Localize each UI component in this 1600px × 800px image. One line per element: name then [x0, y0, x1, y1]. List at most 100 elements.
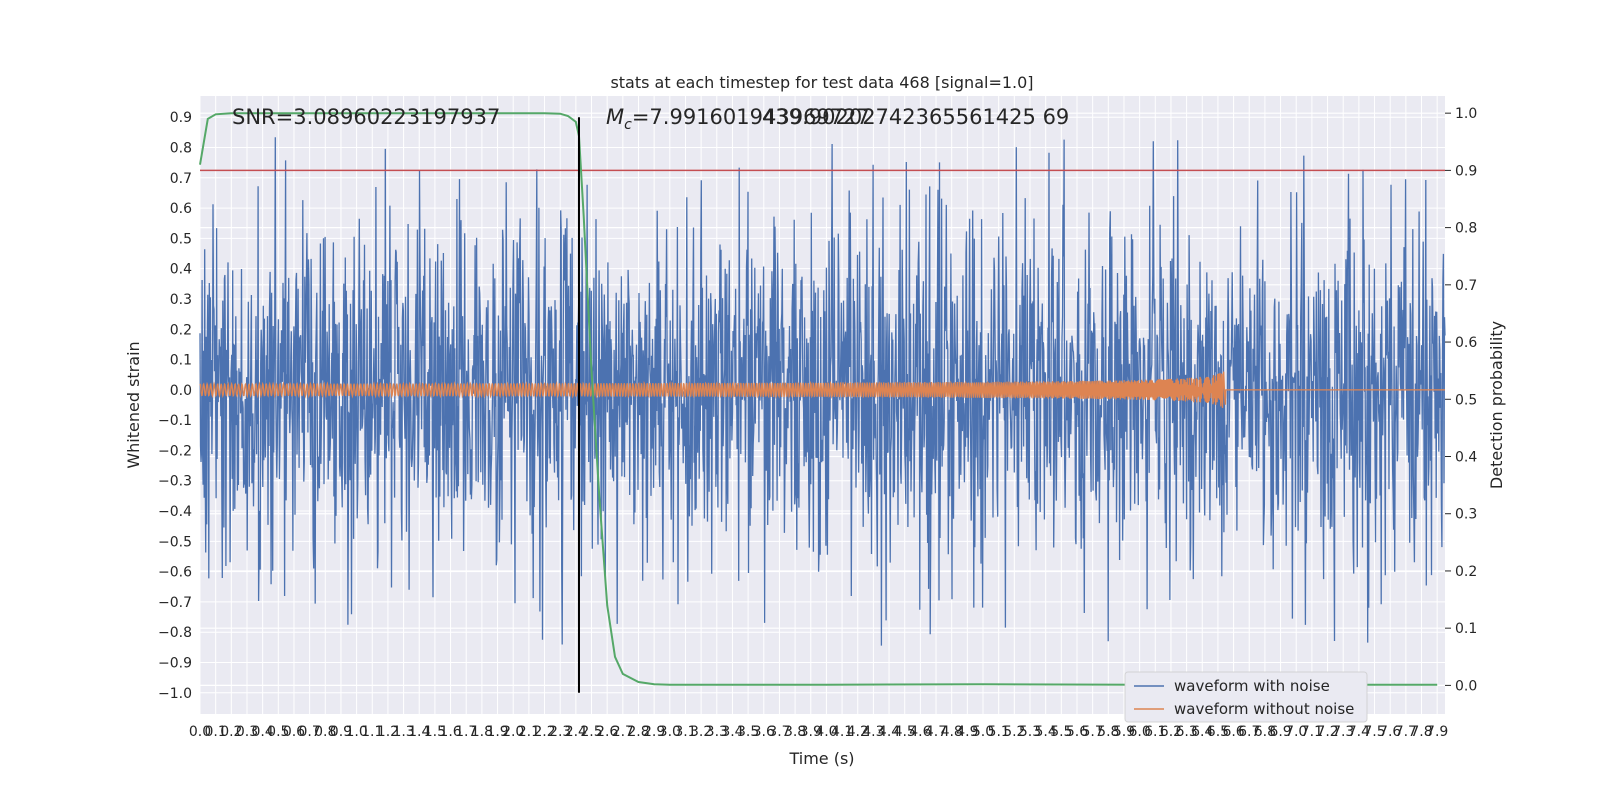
x-tick-label: 5.3 — [1019, 724, 1041, 740]
overlap-annotation: 439.90202742365561425 69 — [762, 105, 1069, 129]
legend-label-signal: waveform without noise — [1174, 700, 1354, 718]
y-right-tick-label: 0.1 — [1455, 621, 1477, 637]
x-tick-label: 0.0 — [189, 724, 211, 740]
x-tick-label: 4.1 — [831, 724, 853, 740]
x-tick-label: 4.7 — [925, 724, 947, 740]
y-left-tick-label: 0.8 — [170, 141, 192, 157]
x-tick-label: 2.1 — [518, 724, 540, 740]
x-tick-label: 7.1 — [1301, 724, 1323, 740]
x-tick-label: 5.9 — [1113, 724, 1135, 740]
x-tick-label: 7.8 — [1410, 724, 1432, 740]
y-left-tick-label: −0.1 — [158, 413, 192, 429]
x-tick-label: 3.9 — [800, 724, 822, 740]
x-tick-label: 7.6 — [1379, 724, 1401, 740]
x-tick-label: 0.9 — [330, 724, 352, 740]
x-tick-label: 7.7 — [1395, 724, 1417, 740]
y-left-tick-label: 0.6 — [170, 201, 192, 217]
mc-value: =7.991601943969727 — [632, 105, 870, 129]
x-axis-ticks: 0.00.10.20.30.40.50.60.70.80.91.01.11.21… — [189, 724, 1448, 740]
x-tick-label: 1.6 — [439, 724, 461, 740]
x-tick-label: 4.5 — [894, 724, 916, 740]
y-right-tick-label: 0.0 — [1455, 678, 1477, 694]
y-left-tick-label: −1.0 — [158, 686, 192, 702]
x-tick-label: 2.2 — [533, 724, 555, 740]
x-tick-label: 7.5 — [1363, 724, 1385, 740]
x-tick-label: 6.9 — [1269, 724, 1291, 740]
x-tick-label: 4.0 — [815, 724, 837, 740]
x-tick-label: 5.1 — [988, 724, 1010, 740]
x-tick-label: 3.1 — [674, 724, 696, 740]
y-left-tick-label: 0.9 — [170, 110, 192, 126]
x-tick-label: 5.4 — [1035, 724, 1057, 740]
x-tick-label: 1.7 — [455, 724, 477, 740]
x-tick-label: 1.3 — [392, 724, 414, 740]
y-right-tick-label: 0.6 — [1455, 335, 1477, 351]
x-tick-label: 4.8 — [941, 724, 963, 740]
x-tick-label: 0.4 — [252, 724, 274, 740]
y-right-tick-label: 0.8 — [1455, 221, 1477, 237]
x-tick-label: 1.2 — [377, 724, 399, 740]
x-tick-label: 5.7 — [1082, 724, 1104, 740]
x-tick-label: 4.9 — [956, 724, 978, 740]
legend: waveform with noise waveform without noi… — [1124, 671, 1368, 723]
chart-title: stats at each timestep for test data 468… — [610, 73, 1033, 92]
x-tick-label: 3.8 — [784, 724, 806, 740]
x-tick-label: 0.8 — [314, 724, 336, 740]
x-tick-label: 6.2 — [1160, 724, 1182, 740]
x-tick-label: 0.1 — [205, 724, 227, 740]
x-tick-label: 7.4 — [1348, 724, 1370, 740]
x-tick-label: 6.4 — [1191, 724, 1213, 740]
x-tick-label: 6.8 — [1254, 724, 1276, 740]
y-left-tick-label: 0.7 — [170, 171, 192, 187]
x-tick-label: 7.9 — [1426, 724, 1448, 740]
x-tick-label: 7.2 — [1316, 724, 1338, 740]
x-tick-label: 0.3 — [236, 724, 258, 740]
y-left-tick-label: 0.4 — [170, 262, 192, 278]
y-left-tick-label: 0.1 — [170, 353, 192, 369]
y-left-tick-label: −0.9 — [158, 656, 192, 672]
probability-curve — [199, 112, 1438, 686]
mc-annotation: Mc=7.991601943969727 — [606, 105, 870, 133]
y-axis-right-label: Detection probability — [1487, 321, 1506, 489]
x-tick-label: 1.0 — [345, 724, 367, 740]
x-tick-label: 4.6 — [909, 724, 931, 740]
x-tick-label: 4.4 — [878, 724, 900, 740]
x-tick-label: 7.3 — [1332, 724, 1354, 740]
x-tick-label: 3.0 — [659, 724, 681, 740]
x-tick-label: 2.8 — [627, 724, 649, 740]
x-tick-label: 0.6 — [283, 724, 305, 740]
y-left-tick-label: 0.0 — [170, 383, 192, 399]
series-detection-probability — [199, 112, 1445, 686]
x-tick-label: 2.5 — [580, 724, 602, 740]
x-tick-label: 1.4 — [408, 724, 430, 740]
x-tick-label: 1.5 — [424, 724, 446, 740]
x-tick-label: 1.9 — [486, 724, 508, 740]
x-tick-label: 2.3 — [549, 724, 571, 740]
y-left-tick-label: 0.2 — [170, 322, 192, 338]
x-tick-label: 6.1 — [1144, 724, 1166, 740]
x-tick-label: 2.0 — [502, 724, 524, 740]
x-tick-label: 2.9 — [643, 724, 665, 740]
x-tick-label: 5.8 — [1097, 724, 1119, 740]
y-right-tick-label: 0.3 — [1455, 507, 1477, 523]
legend-label-noise: waveform with noise — [1174, 677, 1330, 695]
x-tick-label: 3.2 — [690, 724, 712, 740]
y-left-tick-label: −0.7 — [158, 595, 192, 611]
x-tick-label: 0.2 — [220, 724, 242, 740]
x-tick-label: 3.5 — [737, 724, 759, 740]
x-tick-label: 1.1 — [361, 724, 383, 740]
x-tick-label: 6.7 — [1238, 724, 1260, 740]
x-tick-label: 6.3 — [1175, 724, 1197, 740]
y-right-tick-label: 0.2 — [1455, 564, 1477, 580]
x-tick-label: 4.3 — [862, 724, 884, 740]
y-left-tick-label: −0.8 — [158, 625, 192, 641]
y-left-tick-label: −0.4 — [158, 504, 192, 520]
snr-annotation: SNR=3.08960223197937 — [232, 105, 500, 129]
y-left-tick-label: −0.6 — [158, 565, 192, 581]
y-left-tick-label: 0.5 — [170, 231, 192, 247]
x-tick-label: 3.7 — [768, 724, 790, 740]
x-tick-label: 2.7 — [612, 724, 634, 740]
x-tick-label: 5.0 — [972, 724, 994, 740]
mc-symbol: M — [606, 105, 624, 129]
